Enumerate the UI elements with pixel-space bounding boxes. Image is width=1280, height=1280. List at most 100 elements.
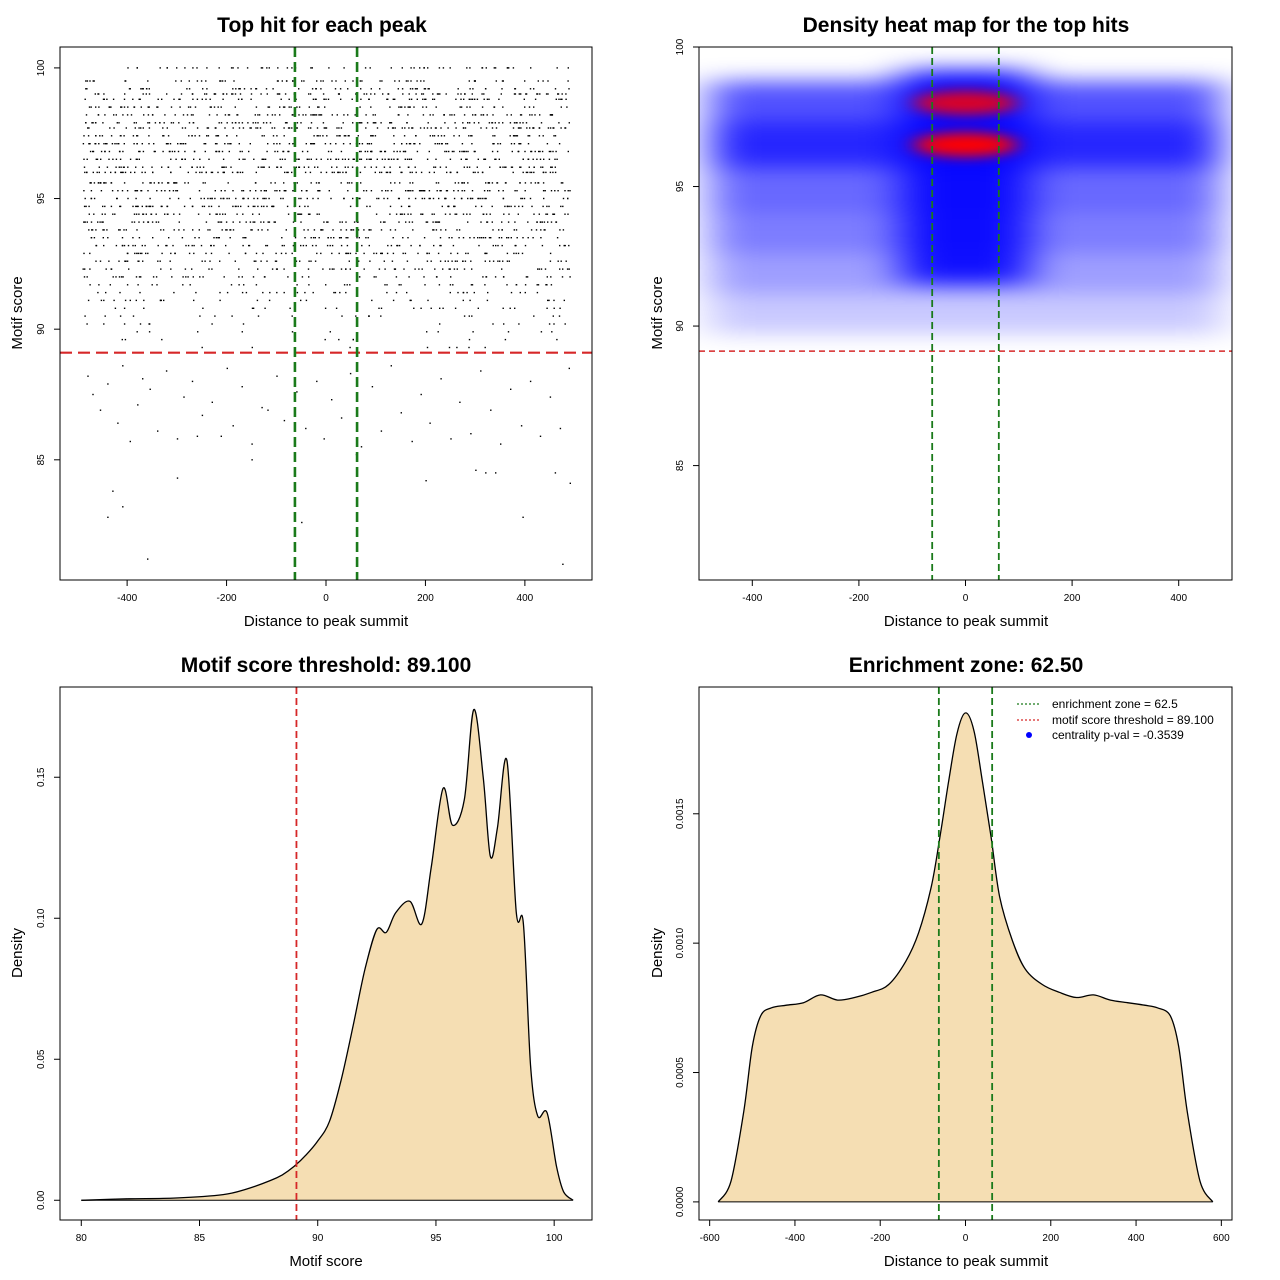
scatter-point — [148, 135, 150, 137]
scatter-point — [464, 93, 466, 95]
scatter-point — [430, 260, 432, 262]
scatter-point — [392, 299, 395, 302]
scatter-point — [335, 307, 338, 309]
scatter-point — [453, 197, 456, 200]
scatter-point — [445, 93, 447, 95]
scatter-point — [372, 135, 374, 137]
scatter-point — [406, 260, 409, 262]
scatter-point — [280, 98, 282, 100]
y-tick-label: 0.00 — [36, 1190, 47, 1210]
scatter-point — [485, 67, 487, 69]
scatter-point — [312, 291, 314, 294]
scatter-point — [550, 221, 553, 223]
scatter-point — [163, 299, 165, 302]
scatter-point — [349, 284, 351, 286]
scatter-point — [223, 171, 225, 174]
scatter-point — [241, 291, 244, 294]
scatter-point — [149, 388, 151, 390]
scatter-point — [383, 260, 385, 262]
scatter-point — [399, 150, 401, 153]
scatter-point — [112, 98, 115, 100]
scatter-point — [134, 171, 136, 174]
scatter-point — [91, 229, 93, 231]
scatter-point — [501, 229, 503, 231]
scatter-point — [279, 190, 281, 192]
scatter-point — [222, 158, 225, 160]
scatter-point — [144, 244, 146, 247]
score-density-plot — [81, 687, 574, 1220]
scatter-point — [338, 338, 340, 341]
scatter-point — [439, 260, 442, 262]
scatter-point — [167, 143, 169, 145]
scatter-point — [478, 244, 480, 247]
scatter-point — [345, 237, 347, 239]
heatmap-plot-area — [699, 47, 1232, 580]
scatter-point — [548, 205, 550, 208]
scatter-point — [351, 229, 353, 231]
scatter-point — [147, 114, 150, 116]
scatter-point — [205, 252, 207, 255]
scatter-point — [429, 197, 431, 200]
scatter-point — [237, 98, 240, 100]
scatter-point — [300, 244, 302, 247]
scatter-point — [516, 135, 519, 137]
scatter-point — [254, 182, 257, 184]
scatter-point — [265, 122, 268, 124]
scatter-point — [112, 490, 114, 492]
scatter-point — [506, 252, 509, 255]
scatter-point — [130, 171, 132, 174]
scatter-point — [492, 260, 495, 262]
heatmap-x-axis-label: Distance to peak summit — [884, 613, 1049, 630]
scatter-point — [320, 114, 323, 116]
scatter-point — [237, 205, 239, 208]
scatter-point — [153, 150, 155, 153]
scatter-point — [93, 80, 95, 82]
scatter-point — [467, 150, 469, 153]
scatter-point — [126, 284, 129, 286]
scatter-point — [370, 166, 372, 168]
scatter-point — [460, 98, 462, 100]
scatter-point — [411, 171, 413, 174]
scatter-point — [283, 268, 285, 270]
scatter-point — [287, 127, 290, 129]
scatter-point — [239, 88, 241, 90]
scatter-point — [324, 338, 326, 341]
scatter-point — [316, 80, 318, 82]
scatter-point — [547, 80, 549, 82]
scatter-point — [227, 114, 230, 116]
scatter-point — [206, 67, 208, 69]
scatter-point — [85, 80, 87, 82]
scatter-point — [457, 88, 459, 90]
scatter-point — [208, 158, 210, 160]
scatter-point — [487, 291, 489, 294]
scatter-point — [422, 114, 425, 116]
scatter-point — [325, 98, 327, 100]
scatter-point — [270, 182, 272, 184]
scatter-point — [471, 93, 473, 95]
scatter-point — [482, 114, 485, 116]
scatter-point — [247, 122, 249, 124]
scatter-point — [322, 80, 324, 82]
scatter-point — [320, 88, 322, 90]
scatter-point — [318, 106, 320, 108]
scatter-point — [136, 143, 138, 145]
scatter-point — [340, 417, 343, 419]
scatter-point — [120, 171, 122, 174]
scatter-point — [519, 114, 522, 116]
scatter-point — [409, 143, 412, 145]
scatter-point — [243, 284, 245, 286]
scatter-point — [547, 127, 550, 129]
scatter-point — [441, 205, 443, 208]
scatter-point — [230, 166, 232, 168]
scatter-point — [305, 190, 308, 192]
scatter-point — [340, 237, 342, 239]
scatter-point — [557, 93, 560, 95]
scatter-point — [516, 122, 518, 124]
scatter-point — [394, 80, 396, 82]
scatter-point — [346, 182, 349, 184]
scatter-point — [187, 244, 190, 247]
scatter-point — [517, 150, 519, 153]
scatter-point — [361, 80, 363, 82]
scatter-point — [305, 427, 307, 430]
scatter-point — [269, 291, 271, 294]
